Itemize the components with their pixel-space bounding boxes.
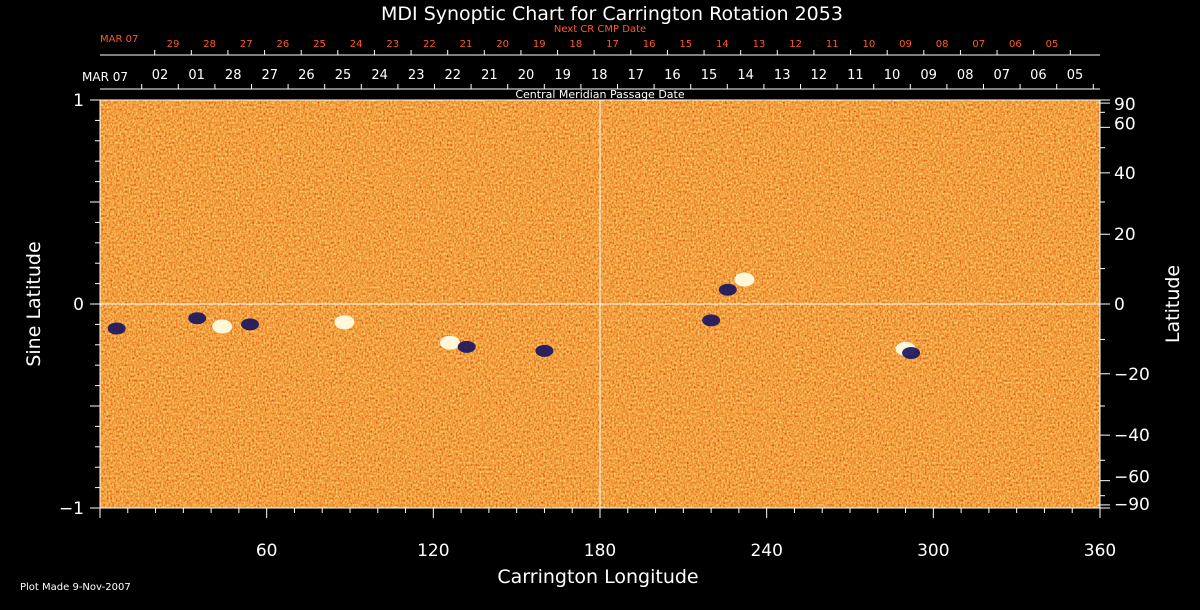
cmp-date-label: 09 xyxy=(920,68,937,83)
cmp-date-label: 12 xyxy=(811,68,828,83)
positive-polarity-region-1 xyxy=(334,315,355,330)
positive-polarity-region-3 xyxy=(734,272,755,287)
cmp-date-label: 10 xyxy=(884,68,901,83)
cmp-date-label: 14 xyxy=(737,68,754,83)
right-tick-label: −40 xyxy=(1114,426,1150,446)
next-cr-date-label: 06 xyxy=(1009,39,1022,50)
x-tick-label: 300 xyxy=(917,541,949,561)
x-tick-label: 120 xyxy=(417,541,449,561)
cmp-date-label: 23 xyxy=(408,68,425,83)
next-cr-date-label: 14 xyxy=(716,39,729,50)
next-cr-title: Next CR CMP Date xyxy=(554,24,646,35)
next-cr-date-label: 05 xyxy=(1046,39,1059,50)
plot-area xyxy=(99,99,1101,509)
cmp-date-label: 11 xyxy=(847,68,864,83)
next-cr-date-label: 13 xyxy=(753,39,766,50)
x-tick-label: 240 xyxy=(750,541,782,561)
cmp-date-label: 05 xyxy=(1067,68,1084,83)
right-tick-label: −90 xyxy=(1114,495,1150,515)
x-axis-label: Carrington Longitude xyxy=(497,566,698,588)
next-cr-start-label: MAR 07 xyxy=(100,34,138,45)
y-axis-label-right: Latitude xyxy=(1162,265,1184,343)
plot-made-note: Plot Made 9-Nov-2007 xyxy=(20,582,131,593)
right-tick-label: 90 xyxy=(1114,95,1136,115)
next-cr-date-label: 25 xyxy=(313,39,326,50)
left-tick-label: 1 xyxy=(73,91,84,111)
cmp-date-label: 06 xyxy=(1030,68,1047,83)
next-cr-date-label: 08 xyxy=(936,39,949,50)
next-cr-date-label: 21 xyxy=(460,39,473,50)
next-cr-date-label: 23 xyxy=(386,39,399,50)
negative-polarity-region-9 xyxy=(535,344,554,357)
next-cr-date-label: 17 xyxy=(606,39,619,50)
next-cr-date-label: 24 xyxy=(350,39,363,50)
next-cr-date-label: 27 xyxy=(240,39,253,50)
right-tick-label: −60 xyxy=(1114,468,1150,488)
next-cr-date-label: 19 xyxy=(533,39,546,50)
negative-polarity-region-8 xyxy=(457,340,476,353)
positive-polarity-region-0 xyxy=(212,319,233,334)
right-tick-label: 60 xyxy=(1114,114,1136,134)
negative-polarity-region-6 xyxy=(188,312,207,325)
next-cr-date-label: 16 xyxy=(643,39,656,50)
next-cr-date-label: 15 xyxy=(679,39,692,50)
negative-polarity-region-5 xyxy=(107,322,126,335)
next-cr-date-label: 26 xyxy=(277,39,290,50)
x-tick-label: 180 xyxy=(584,541,616,561)
next-cr-date-label: 07 xyxy=(972,39,985,50)
right-tick-label: 40 xyxy=(1114,164,1136,184)
cmp-date-label: 21 xyxy=(481,68,498,83)
negative-polarity-region-11 xyxy=(702,314,721,327)
x-tick-label: 60 xyxy=(256,541,278,561)
cmp-date-label: 07 xyxy=(994,68,1011,83)
positive-polarity-region-2 xyxy=(440,335,460,350)
cmp-date-label: 25 xyxy=(335,68,352,83)
cmp-date-label: 18 xyxy=(591,68,608,83)
left-tick-label: −1 xyxy=(59,499,84,519)
negative-polarity-region-12 xyxy=(902,346,921,359)
next-cr-date-label: 11 xyxy=(826,39,839,50)
cmp-date-label: 19 xyxy=(554,68,571,83)
y-axis-label-left: Sine Latitude xyxy=(23,241,45,366)
next-cr-date-label: 29 xyxy=(167,39,180,50)
cmp-date-label: 17 xyxy=(628,68,645,83)
next-cr-date-label: 12 xyxy=(789,39,802,50)
cmp-date-label: 26 xyxy=(298,68,315,83)
next-cr-date-label: 09 xyxy=(899,39,912,50)
cmp-date-label: 24 xyxy=(371,68,388,83)
cmp-date-label: 08 xyxy=(957,68,974,83)
cmp-date-label: 22 xyxy=(445,68,462,83)
cmp-date-label: 16 xyxy=(664,68,681,83)
next-cr-date-label: 18 xyxy=(570,39,583,50)
cmp-date-label: 01 xyxy=(188,68,205,83)
cmp-date-label: 28 xyxy=(225,68,242,83)
negative-polarity-region-7 xyxy=(241,318,259,331)
right-tick-label: 20 xyxy=(1114,225,1136,245)
cmp-start-label: MAR 07 xyxy=(82,70,128,84)
right-tick-label: −20 xyxy=(1114,365,1150,385)
next-cr-date-label: 10 xyxy=(863,39,876,50)
right-tick-label: 0 xyxy=(1114,295,1125,315)
cmp-axis-title: Central Meridian Passage Date xyxy=(515,88,684,101)
cmp-date-label: 27 xyxy=(262,68,279,83)
cmp-date-label: 02 xyxy=(152,68,169,83)
x-tick-label: 360 xyxy=(1084,541,1116,561)
next-cr-date-label: 22 xyxy=(423,39,436,50)
negative-polarity-region-10 xyxy=(718,283,737,296)
cmp-date-label: 20 xyxy=(518,68,535,83)
chart-title: MDI Synoptic Chart for Carrington Rotati… xyxy=(381,3,843,25)
cmp-date-label: 15 xyxy=(701,68,718,83)
cmp-date-label: 13 xyxy=(774,68,791,83)
next-cr-date-label: 20 xyxy=(496,39,509,50)
next-cr-date-label: 28 xyxy=(203,39,216,50)
left-tick-label: 0 xyxy=(73,295,84,315)
